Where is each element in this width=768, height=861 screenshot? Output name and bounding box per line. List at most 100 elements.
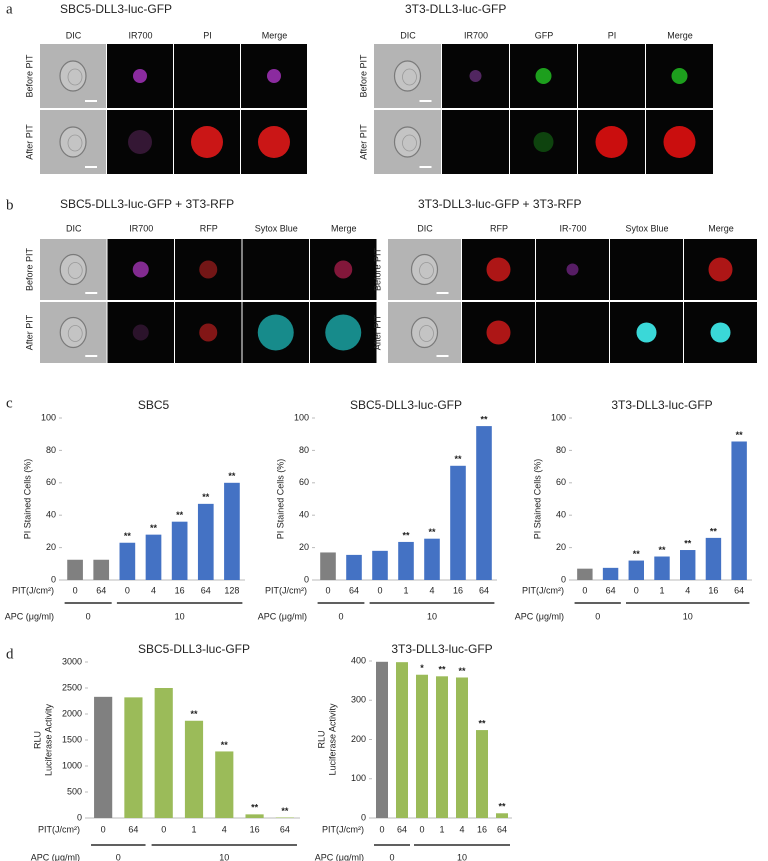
x-tick-label: 64 <box>128 824 138 834</box>
bar <box>577 568 593 580</box>
fluorescence <box>132 261 149 278</box>
bar <box>93 559 110 580</box>
y-tick-label: 20 <box>46 542 56 552</box>
nucleus-outline <box>402 68 417 86</box>
column-header: PI <box>608 30 617 40</box>
y-tick-label: 60 <box>46 477 56 487</box>
significance: ** <box>228 471 236 481</box>
x-tick-label: 64 <box>201 585 211 595</box>
x-tick-label: 16 <box>477 824 487 834</box>
fluorescence <box>566 263 579 276</box>
micrograph-title: 3T3-DLL3-luc-GFP + 3T3-RFP <box>418 197 582 211</box>
fluorescence <box>257 314 294 351</box>
bar <box>215 751 234 818</box>
bar <box>376 661 388 818</box>
row-label: Before PIT <box>358 54 368 98</box>
y-tick-label: 1500 <box>62 734 82 744</box>
column-header: PI <box>203 30 212 40</box>
significance: ** <box>478 718 486 728</box>
panel-letter: a <box>6 1 13 17</box>
column-header: Merge <box>262 30 288 40</box>
y-tick-label: 100 <box>41 412 56 422</box>
column-header: IR700 <box>128 30 152 40</box>
significance: ** <box>438 665 446 675</box>
column-header: IR700 <box>129 223 153 233</box>
y-axis-label: RLU <box>32 731 42 749</box>
column-header: Merge <box>331 223 357 233</box>
bar <box>372 550 388 580</box>
y-tick-label: 300 <box>351 695 366 705</box>
bar <box>476 730 488 818</box>
fluorescence <box>486 257 511 282</box>
significance: ** <box>281 806 289 816</box>
row-label: After PIT <box>372 314 382 350</box>
x-tick-label: 0 <box>73 585 78 595</box>
bar <box>396 662 408 818</box>
y-axis-label: RLU <box>316 730 326 748</box>
micrograph-tile <box>536 302 609 363</box>
group-label: 10 <box>175 611 185 621</box>
y-tick-label: 1000 <box>62 760 82 770</box>
column-header: RFP <box>490 223 508 233</box>
y-tick-label: 20 <box>299 542 309 552</box>
fluorescence <box>708 257 733 282</box>
fluorescence <box>334 260 353 279</box>
y-tick-label: 3000 <box>62 656 82 666</box>
y-tick-label: 500 <box>67 786 82 796</box>
row-label: PIT(J/cm²) <box>12 585 54 595</box>
x-tick-label: 128 <box>224 585 239 595</box>
column-header: Sytox Blue <box>625 223 668 233</box>
bar <box>436 676 448 818</box>
row-label: After PIT <box>24 314 34 350</box>
x-tick-label: 1 <box>191 824 196 834</box>
group-label: 10 <box>457 852 467 861</box>
bar <box>416 674 428 818</box>
x-tick-label: 4 <box>685 585 690 595</box>
group-label: 0 <box>116 852 121 861</box>
x-tick-label: 64 <box>96 585 106 595</box>
chart-title: 3T3-DLL3-luc-GFP <box>611 398 712 412</box>
y-tick-label: 400 <box>351 655 366 665</box>
row-label: APC (μg/ml) <box>315 852 364 861</box>
bar <box>424 538 440 580</box>
bar <box>94 696 113 818</box>
x-tick-label: 0 <box>125 585 130 595</box>
significance: ** <box>428 527 436 537</box>
y-tick-label: 80 <box>556 445 566 455</box>
x-tick-label: 64 <box>280 824 290 834</box>
fluorescence <box>533 132 554 152</box>
bar <box>184 720 204 818</box>
x-tick-label: 1 <box>403 585 408 595</box>
bar <box>145 534 162 580</box>
y-tick-label: 60 <box>299 477 309 487</box>
x-tick-label: 0 <box>101 824 106 834</box>
y-tick-label: 0 <box>361 812 366 822</box>
bar <box>680 550 696 580</box>
fluorescence <box>469 70 482 82</box>
y-axis-label: PI Stained Cells (%) <box>22 459 32 540</box>
column-header: DIC <box>417 223 433 233</box>
micrograph-title: 3T3-DLL3-luc-GFP <box>405 2 506 16</box>
bar <box>245 814 264 818</box>
chart-title: SBC5-DLL3-luc-GFP <box>138 642 250 656</box>
significance: ** <box>202 492 210 502</box>
group-label: 10 <box>683 611 693 621</box>
column-header: Merge <box>708 223 734 233</box>
nucleus-outline <box>67 134 83 152</box>
micrograph-tile <box>442 110 509 174</box>
panel-letter: c <box>6 395 13 411</box>
y-tick-label: 40 <box>556 510 566 520</box>
nucleus-outline <box>402 134 417 152</box>
row-label: PIT(J/cm²) <box>522 585 564 595</box>
bar <box>731 441 747 580</box>
row-label: After PIT <box>358 124 368 160</box>
bar <box>275 817 294 818</box>
significance: ** <box>633 549 641 559</box>
nucleus-outline <box>419 262 434 279</box>
y-tick-label: 0 <box>51 574 56 584</box>
bar <box>496 813 508 818</box>
x-tick-label: 16 <box>453 585 463 595</box>
x-tick-label: 0 <box>419 824 424 834</box>
x-tick-label: 1 <box>659 585 664 595</box>
column-header: Merge <box>667 30 693 40</box>
